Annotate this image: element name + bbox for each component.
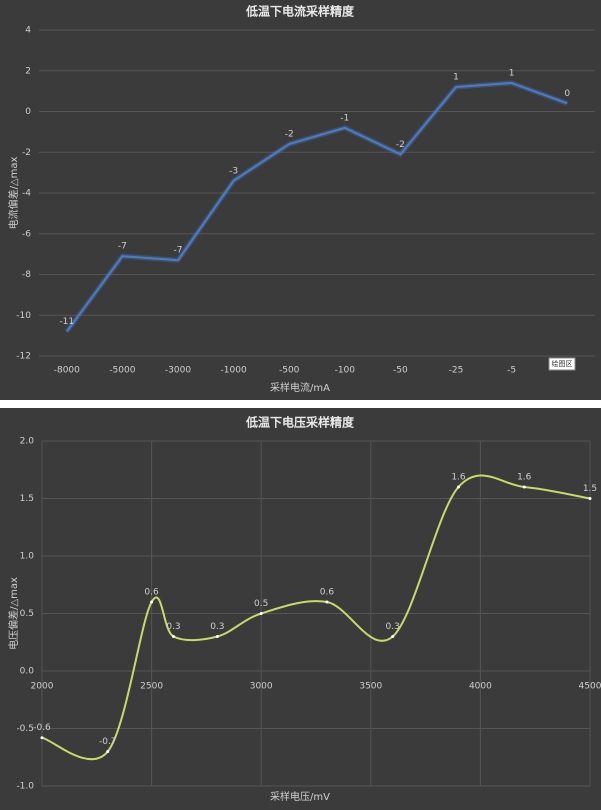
data-label: -0.7 — [99, 737, 117, 747]
chart-bg — [0, 408, 601, 810]
point — [106, 750, 110, 753]
y-tick-label: -1.0 — [16, 782, 34, 792]
data-label: 0.6 — [320, 588, 335, 598]
data-label: 1.6 — [517, 473, 532, 483]
point — [522, 485, 526, 489]
data-label: 1 — [509, 68, 515, 78]
y-axis-title: 电流偏差/△max — [7, 157, 20, 230]
data-label: -2 — [285, 130, 294, 140]
point — [172, 635, 176, 638]
point — [391, 635, 395, 638]
data-label: -7 — [118, 242, 127, 252]
y-axis-title: 电压偏差/△max — [7, 577, 20, 650]
chart-bg — [0, 0, 601, 400]
data-label: 1.6 — [451, 473, 466, 483]
point — [456, 485, 460, 489]
data-label: 0.3 — [386, 622, 400, 632]
data-label: 0.3 — [166, 622, 180, 632]
data-label: 0 — [564, 89, 570, 99]
y-tick-label: 4 — [25, 26, 31, 36]
data-label: -2 — [396, 140, 405, 150]
data-label: -11 — [59, 317, 74, 327]
x-tick-label: -1000 — [221, 366, 247, 376]
chart-title: 低温下电流采样精度 — [245, 4, 355, 19]
data-label: 0.5 — [254, 599, 268, 609]
x-tick-label: -8000 — [54, 366, 80, 376]
x-tick-label: -25 — [449, 366, 464, 376]
y-tick-label: 0 — [25, 107, 31, 117]
data-label: -1 — [340, 113, 349, 123]
series-line — [65, 81, 568, 333]
data-label: -7 — [174, 246, 183, 256]
data-label: -3 — [229, 166, 238, 176]
point — [588, 497, 592, 500]
y-tick-label: -10 — [16, 311, 31, 321]
y-tick-label: -6 — [22, 229, 31, 239]
y-tick-label: 2.0 — [20, 437, 35, 447]
x-axis-title: 采样电压/mV — [270, 790, 330, 803]
y-tick-label: -0.5 — [16, 724, 34, 734]
x-tick-label: -3000 — [165, 366, 191, 376]
data-label: -0.6 — [33, 723, 51, 733]
data-label: 1.5 — [583, 484, 597, 494]
y-tick-label: -4 — [22, 189, 31, 199]
x-tick-label: -5000 — [109, 366, 135, 376]
y-tick-label: 1.5 — [20, 494, 34, 504]
data-label: 1 — [453, 73, 459, 83]
x-tick-label: -5 — [507, 366, 516, 376]
annotation: 绘图区 — [552, 359, 573, 368]
data-label: 0.6 — [144, 588, 159, 598]
point — [40, 736, 44, 740]
y-tick-label: 0.0 — [20, 667, 35, 677]
annotation-box — [548, 357, 576, 371]
y-tick-label: -2 — [22, 148, 31, 158]
x-axis-title: 采样电流/mA — [270, 381, 330, 394]
y-tick-label: -8 — [22, 270, 31, 280]
y-tick-label: 0.5 — [20, 609, 34, 619]
point — [259, 612, 263, 615]
y-tick-label: 1.0 — [20, 552, 35, 562]
data-label: 0.3 — [210, 622, 224, 632]
series-line — [41, 474, 591, 760]
point — [150, 600, 154, 604]
x-tick-label: -100 — [335, 366, 356, 376]
x-tick-label: -500 — [279, 366, 300, 376]
chart-title: 低温下电压采样精度 — [245, 415, 355, 430]
point — [325, 600, 329, 604]
y-tick-label: -12 — [16, 352, 31, 362]
y-tick-label: 2 — [25, 66, 31, 76]
x-tick-label: -50 — [393, 366, 408, 376]
point — [215, 635, 219, 638]
